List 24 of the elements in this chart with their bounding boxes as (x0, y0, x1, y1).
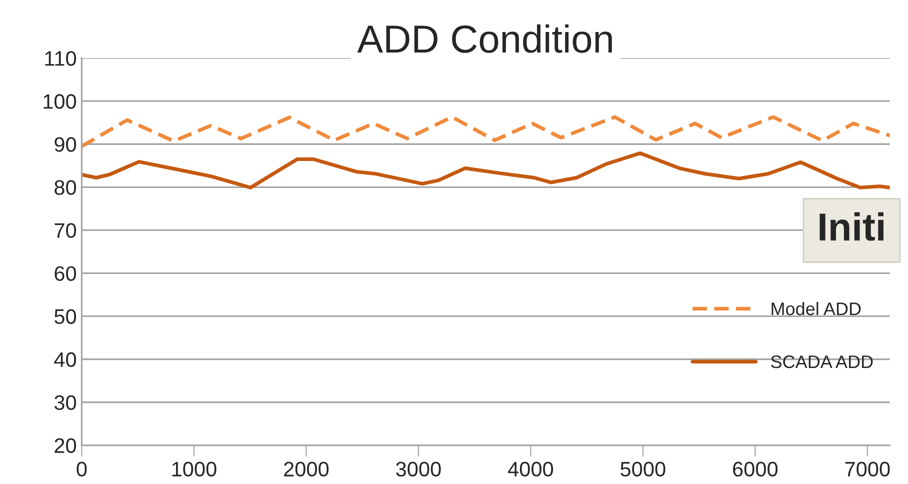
x-tick-label: 5000 (620, 462, 666, 477)
y-tick-label: 90 (54, 137, 76, 152)
x-tick-label: 7000 (845, 462, 890, 477)
legend-label: Model ADD (772, 302, 861, 316)
y-tick-label: 100 (44, 94, 76, 109)
annotation: Initi (820, 212, 884, 241)
x-tick-label: 4000 (508, 462, 554, 477)
x-tick-label: 6000 (733, 462, 778, 477)
y-tick-label: 70 (54, 223, 76, 238)
x-tick-label: 0 (76, 462, 87, 477)
x-tick-label: 3000 (396, 462, 441, 477)
chart-title: ADD Condition (357, 24, 612, 53)
line-series (82, 151, 890, 190)
y-tick-label: 80 (54, 180, 76, 195)
x-tick-label: 2000 (284, 462, 329, 477)
y-tick-label: 60 (54, 266, 76, 281)
y-tick-label: 30 (54, 395, 76, 410)
x-tick-label: 1000 (172, 462, 216, 477)
legend-label: SCADA ADD (771, 355, 873, 368)
y-tick-label: 50 (54, 309, 76, 324)
y-tick-label: 110 (45, 51, 76, 66)
line-series (82, 115, 890, 148)
y-tick-label: 40 (54, 352, 76, 367)
y-tick-label: 20 (54, 438, 76, 454)
